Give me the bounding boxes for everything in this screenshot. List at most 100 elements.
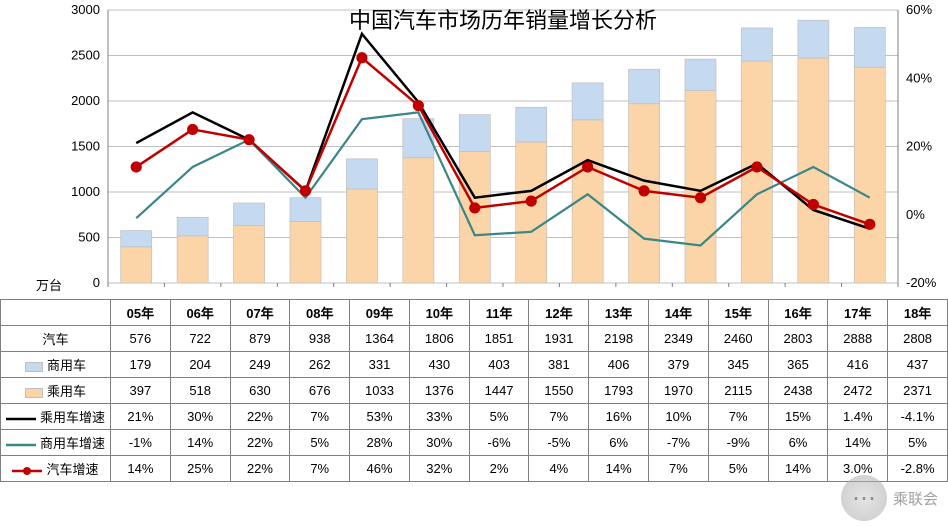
table-corner-cell <box>1 300 111 326</box>
data-cell: 1970 <box>649 378 709 404</box>
data-cell: 6% <box>589 430 649 456</box>
marker-auto_growth <box>470 203 480 213</box>
bar-commercial <box>516 107 547 142</box>
table-row: 乘用车增速21%30%22%7%53%33%5%7%16%10%7%15%1.4… <box>1 404 948 430</box>
data-cell: 28% <box>350 430 410 456</box>
data-table-wrap: 05年06年07年08年09年10年11年12年13年14年15年16年17年1… <box>0 299 948 482</box>
data-cell: -1% <box>111 430 171 456</box>
data-cell: 53% <box>350 404 410 430</box>
col-header: 09年 <box>350 300 410 326</box>
data-cell: 46% <box>350 456 410 482</box>
marker-auto_growth <box>526 196 536 206</box>
data-cell: 331 <box>350 352 410 378</box>
data-cell: 14% <box>170 430 230 456</box>
table-row: 汽车增速14%25%22%7%46%32%2%4%14%7%5%14%3.0%-… <box>1 456 948 482</box>
col-header: 14年 <box>649 300 709 326</box>
bar-commercial <box>741 28 772 61</box>
marker-auto_growth <box>131 162 141 172</box>
marker-auto_growth <box>639 186 649 196</box>
data-cell: 2115 <box>708 378 768 404</box>
data-cell: 1806 <box>409 326 469 352</box>
chart-area: 050010001500200025003000-20%0%20%40%60%中… <box>0 0 948 299</box>
data-cell: 16% <box>589 404 649 430</box>
legend-swatch <box>25 362 43 372</box>
watermark-text: 乘联会 <box>893 488 938 509</box>
bar-commercial <box>234 203 265 226</box>
svg-text:1000: 1000 <box>71 184 100 199</box>
data-cell: 7% <box>649 456 709 482</box>
data-cell: 722 <box>170 326 230 352</box>
data-cell: 379 <box>649 352 709 378</box>
data-cell: 204 <box>170 352 230 378</box>
data-cell: 1793 <box>589 378 649 404</box>
data-cell: 2888 <box>828 326 888 352</box>
bar-passenger <box>516 142 547 283</box>
data-cell: -5% <box>529 430 589 456</box>
data-table: 05年06年07年08年09年10年11年12年13年14年15年16年17年1… <box>0 299 948 482</box>
bar-commercial <box>798 20 829 58</box>
data-cell: 21% <box>111 404 171 430</box>
data-cell: 365 <box>768 352 828 378</box>
marker-auto_growth <box>808 200 818 210</box>
data-cell: 7% <box>529 404 589 430</box>
data-cell: 2472 <box>828 378 888 404</box>
bar-passenger <box>798 58 829 283</box>
table-row: 商用车增速-1%14%22%5%28%30%-6%-5%6%-7%-9%6%14… <box>1 430 948 456</box>
data-cell: 938 <box>290 326 350 352</box>
data-cell: 381 <box>529 352 589 378</box>
data-cell: 430 <box>409 352 469 378</box>
data-cell: 630 <box>230 378 290 404</box>
data-cell: -9% <box>708 430 768 456</box>
col-header: 16年 <box>768 300 828 326</box>
svg-text:-20%: -20% <box>906 275 937 290</box>
chart-svg: 050010001500200025003000-20%0%20%40%60%中… <box>0 0 948 299</box>
col-header: 06年 <box>170 300 230 326</box>
col-header: 07年 <box>230 300 290 326</box>
marker-auto_growth <box>413 101 423 111</box>
data-cell: 7% <box>290 456 350 482</box>
marker-auto_growth <box>244 135 254 145</box>
marker-auto_growth <box>357 53 367 63</box>
data-cell: 262 <box>290 352 350 378</box>
row-header: 商用车 <box>1 352 111 378</box>
col-header: 18年 <box>888 300 948 326</box>
col-header: 08年 <box>290 300 350 326</box>
bar-passenger <box>177 236 208 283</box>
table-row: 汽车57672287993813641806185119312198234924… <box>1 326 948 352</box>
data-cell: 518 <box>170 378 230 404</box>
col-header: 12年 <box>529 300 589 326</box>
data-cell: 1364 <box>350 326 410 352</box>
legend-swatch <box>6 440 36 450</box>
data-cell: 15% <box>768 404 828 430</box>
data-cell: 6% <box>768 430 828 456</box>
chart-document: 050010001500200025003000-20%0%20%40%60%中… <box>0 0 948 527</box>
legend-swatch <box>6 414 36 424</box>
data-cell: 5% <box>290 430 350 456</box>
data-cell: 397 <box>111 378 171 404</box>
data-cell: 2198 <box>589 326 649 352</box>
bar-passenger <box>403 158 434 283</box>
svg-text:60%: 60% <box>906 2 932 17</box>
data-cell: 676 <box>290 378 350 404</box>
data-cell: -6% <box>469 430 529 456</box>
data-cell: 2438 <box>768 378 828 404</box>
row-header: 商用车增速 <box>1 430 111 456</box>
data-cell: 14% <box>589 456 649 482</box>
col-header: 11年 <box>469 300 529 326</box>
data-cell: 416 <box>828 352 888 378</box>
svg-text:40%: 40% <box>906 70 932 85</box>
data-cell: 1851 <box>469 326 529 352</box>
data-cell: 10% <box>649 404 709 430</box>
marker-auto_growth <box>583 162 593 172</box>
marker-auto_growth <box>188 124 198 134</box>
data-cell: 1376 <box>409 378 469 404</box>
data-cell: 32% <box>409 456 469 482</box>
bar-passenger <box>854 67 885 283</box>
data-cell: 5% <box>708 456 768 482</box>
svg-text:0: 0 <box>93 275 100 290</box>
data-cell: 25% <box>170 456 230 482</box>
data-cell: 22% <box>230 456 290 482</box>
data-cell: 4% <box>529 456 589 482</box>
data-cell: 5% <box>888 430 948 456</box>
table-row: 商用车1792042492623314304033814063793453654… <box>1 352 948 378</box>
